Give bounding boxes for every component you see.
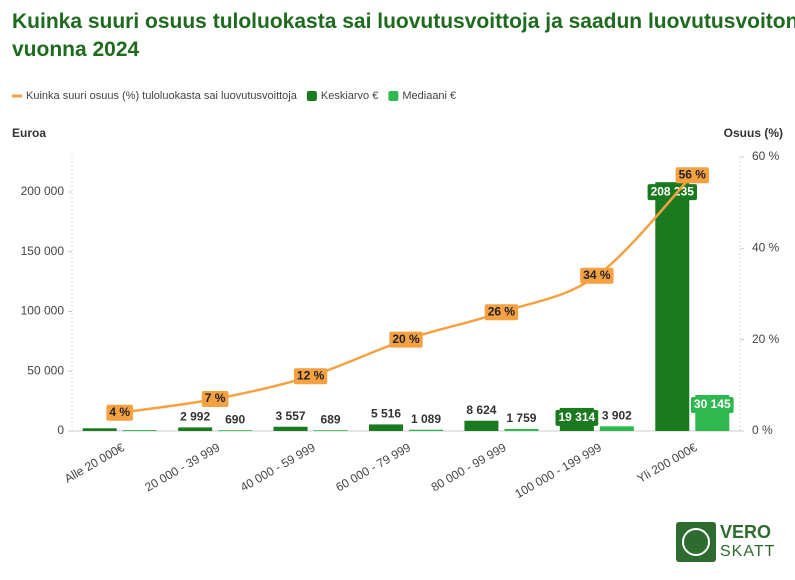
data-label-bg (201, 391, 229, 408)
x-tick-label: 60 000 - 79 999 (333, 440, 413, 494)
y-tick-label: 50 000 (27, 363, 64, 377)
y2-axis-title: Osuus (%) (724, 126, 783, 140)
data-label-group: 5 516 (371, 407, 401, 421)
bar (82, 428, 117, 431)
data-label: 8 624 (466, 403, 496, 417)
y-tick-label: 150 000 (21, 244, 65, 258)
data-label-group: 3 902 (602, 409, 632, 423)
legend-label: Kuinka suuri osuus (%) tuloluokasta sai … (26, 90, 298, 102)
y2-tick-label: 40 % (752, 241, 780, 255)
data-label: 1 089 (411, 412, 441, 426)
data-label: 689 (321, 412, 341, 426)
legend-label: Keskiarvo € (321, 90, 378, 102)
logo-text: VERO (720, 522, 771, 542)
data-label: 30 145 (694, 397, 731, 411)
legend-symbol (306, 91, 317, 101)
data-label: 4 % (109, 405, 130, 419)
logo-box (676, 522, 716, 562)
data-label: 3 902 (602, 409, 632, 423)
logo-icon (682, 528, 710, 556)
x-tick-label: 100 000 - 199 999 (513, 440, 605, 501)
legend-label: Mediaani € (402, 90, 456, 102)
data-label: 5 516 (371, 407, 401, 421)
bar (313, 430, 348, 431)
logo-text: SKATT (720, 543, 775, 560)
data-label: 20 % (392, 332, 420, 346)
data-label: 19 314 (559, 410, 596, 424)
data-label-bg (690, 396, 734, 413)
data-label-group: 208 235 (647, 184, 697, 201)
data-label-group: 12 % (293, 368, 328, 385)
data-label: 690 (225, 412, 245, 426)
data-label-group: 56 % (675, 167, 709, 184)
y2-tick-label: 60 % (752, 149, 780, 163)
data-label-group: 8 624 (466, 403, 496, 417)
bar (273, 426, 308, 431)
logo: VERO SKATT (676, 522, 775, 562)
data-label: 1 759 (506, 411, 536, 425)
data-label-group: 2 992 (180, 410, 210, 424)
bar (122, 430, 157, 431)
data-label-bg (675, 167, 709, 184)
bar (464, 420, 499, 431)
data-label-group: 34 % (580, 267, 614, 284)
data-label: 34 % (583, 268, 611, 282)
data-label-group: 3 557 (276, 409, 306, 423)
data-label-bg (293, 368, 328, 385)
x-tick-label: 80 000 - 99 999 (429, 440, 509, 494)
data-label-group: 20 % (389, 331, 423, 348)
x-tick-label: Yli 200 000€ (635, 440, 700, 486)
data-label: 3 557 (276, 409, 306, 423)
data-label: 7 % (205, 391, 226, 405)
x-tick-label: 20 000 - 39 999 (142, 440, 222, 494)
data-label-bg (647, 184, 697, 201)
data-label: 208 235 (651, 184, 695, 198)
data-label-group: 690 (225, 412, 245, 426)
data-label-bg (106, 404, 134, 421)
data-label-group: 4 % (106, 404, 134, 421)
bar (409, 429, 443, 431)
y2-tick-label: 20 % (752, 332, 780, 346)
data-label-group: 1 759 (506, 411, 536, 425)
y-tick-label: 200 000 (21, 184, 65, 198)
data-label: 12 % (297, 368, 325, 382)
y-tick-label: 100 000 (21, 304, 65, 318)
data-label-bg (389, 331, 423, 348)
data-label-group: 689 (321, 412, 341, 426)
x-tick-label: Alle 20 000€ (62, 440, 127, 486)
y-axis-title: Euroa (12, 126, 46, 140)
data-label: 56 % (679, 167, 707, 181)
bar (599, 426, 634, 431)
data-label: 26 % (488, 304, 516, 318)
bar (504, 428, 539, 431)
y-tick-label: 0 (57, 423, 64, 437)
chart-title: Kuinka suuri osuus tuloluokasta sai luov… (12, 10, 795, 61)
data-label: 2 992 (180, 410, 210, 424)
data-label-bg (580, 267, 614, 284)
data-label-bg (555, 409, 599, 426)
x-tick-label: 40 000 - 59 999 (238, 440, 318, 494)
legend-symbol (388, 91, 399, 101)
data-label-group: 26 % (484, 304, 519, 321)
data-label-bg (484, 304, 519, 321)
bar (218, 430, 253, 431)
data-label-group: 19 314 (555, 409, 599, 426)
bar (178, 427, 213, 431)
bar (369, 424, 403, 431)
bar (655, 182, 690, 431)
y2-tick-label: 0 % (752, 423, 773, 437)
data-label-group: 30 145 (690, 396, 734, 413)
line (119, 174, 694, 414)
data-label-group: 1 089 (411, 412, 441, 426)
data-label-group: 7 % (201, 391, 229, 408)
